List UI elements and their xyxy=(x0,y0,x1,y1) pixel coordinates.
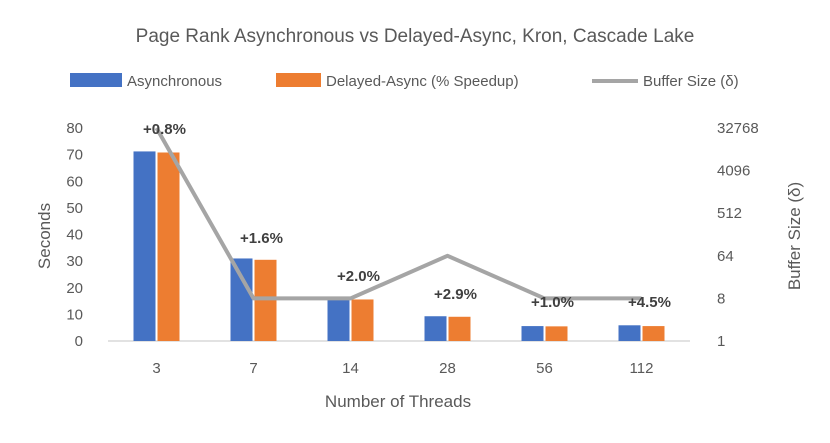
x-tick-label: 56 xyxy=(536,360,553,377)
legend-label-asynchronous: Asynchronous xyxy=(127,73,222,90)
y-tick-label: 60 xyxy=(66,173,83,190)
speedup-data-label: +2.9% xyxy=(434,286,477,303)
y2-tick-label: 1 xyxy=(717,333,725,350)
x-tick-label: 14 xyxy=(342,360,359,377)
y-tick-label: 10 xyxy=(66,306,83,323)
x-axis-label: Number of Threads xyxy=(325,392,471,411)
bar-asynchronous xyxy=(327,298,350,341)
bar-asynchronous xyxy=(230,258,253,341)
y2-tick-label: 8 xyxy=(717,290,725,307)
bar-delayed-async-speedup xyxy=(642,326,665,341)
y2-tick-label: 512 xyxy=(717,205,742,222)
buffer-size-line xyxy=(154,127,642,301)
legend-swatch-delayed-async xyxy=(276,73,321,87)
legend-label-delayed-async: Delayed-Async (% Speedup) xyxy=(326,73,519,90)
y2-tick-label: 4096 xyxy=(717,163,750,180)
bars xyxy=(133,151,665,341)
bar-delayed-async-speedup xyxy=(545,326,568,341)
y-tick-label: 0 xyxy=(75,333,83,350)
data-labels: +0.8% +1.6% +2.0% +2.9% +1.0% +4.5% xyxy=(143,121,671,311)
speedup-data-label: +1.0% xyxy=(531,294,574,311)
x-tick-label: 28 xyxy=(439,360,456,377)
legend: Asynchronous Delayed-Async (% Speedup) B… xyxy=(70,73,739,90)
x-axis-ticks: 3 7 14 28 56 112 xyxy=(152,360,653,377)
y-axis-ticks: 0 10 20 30 40 50 60 70 80 xyxy=(66,120,83,350)
speedup-data-label: +0.8% xyxy=(143,121,186,138)
x-tick-label: 3 xyxy=(152,360,160,377)
legend-label-buffer-size: Buffer Size (δ) xyxy=(643,73,739,90)
y2-tick-label: 32768 xyxy=(717,120,759,137)
y-tick-label: 80 xyxy=(66,120,83,137)
buffer-size-line-series xyxy=(154,127,642,301)
bar-delayed-async-speedup xyxy=(448,316,471,341)
bar-asynchronous xyxy=(133,151,156,341)
y2-tick-label: 64 xyxy=(717,248,734,265)
legend-swatch-asynchronous xyxy=(70,73,122,87)
y-tick-label: 50 xyxy=(66,200,83,217)
y2-axis-ticks: 1 8 64 512 4096 32768 xyxy=(717,120,759,350)
bar-asynchronous xyxy=(521,326,544,341)
bar-delayed-async-speedup xyxy=(157,152,180,341)
speedup-data-label: +1.6% xyxy=(240,230,283,247)
y-axis-label: Seconds xyxy=(35,203,54,269)
speedup-data-label: +2.0% xyxy=(337,268,380,285)
x-tick-label: 7 xyxy=(249,360,257,377)
x-tick-label: 112 xyxy=(630,360,654,377)
bar-asynchronous xyxy=(424,316,447,341)
chart-title: Page Rank Asynchronous vs Delayed-Async,… xyxy=(136,26,695,47)
bar-delayed-async-speedup xyxy=(351,299,374,341)
y-tick-label: 70 xyxy=(66,147,83,164)
speedup-data-label: +4.5% xyxy=(628,294,671,311)
y-tick-label: 20 xyxy=(66,280,83,297)
y2-axis-label: Buffer Size (δ) xyxy=(785,182,804,290)
bar-asynchronous xyxy=(618,325,641,341)
y-tick-label: 40 xyxy=(66,227,83,244)
y-tick-label: 30 xyxy=(66,253,83,270)
